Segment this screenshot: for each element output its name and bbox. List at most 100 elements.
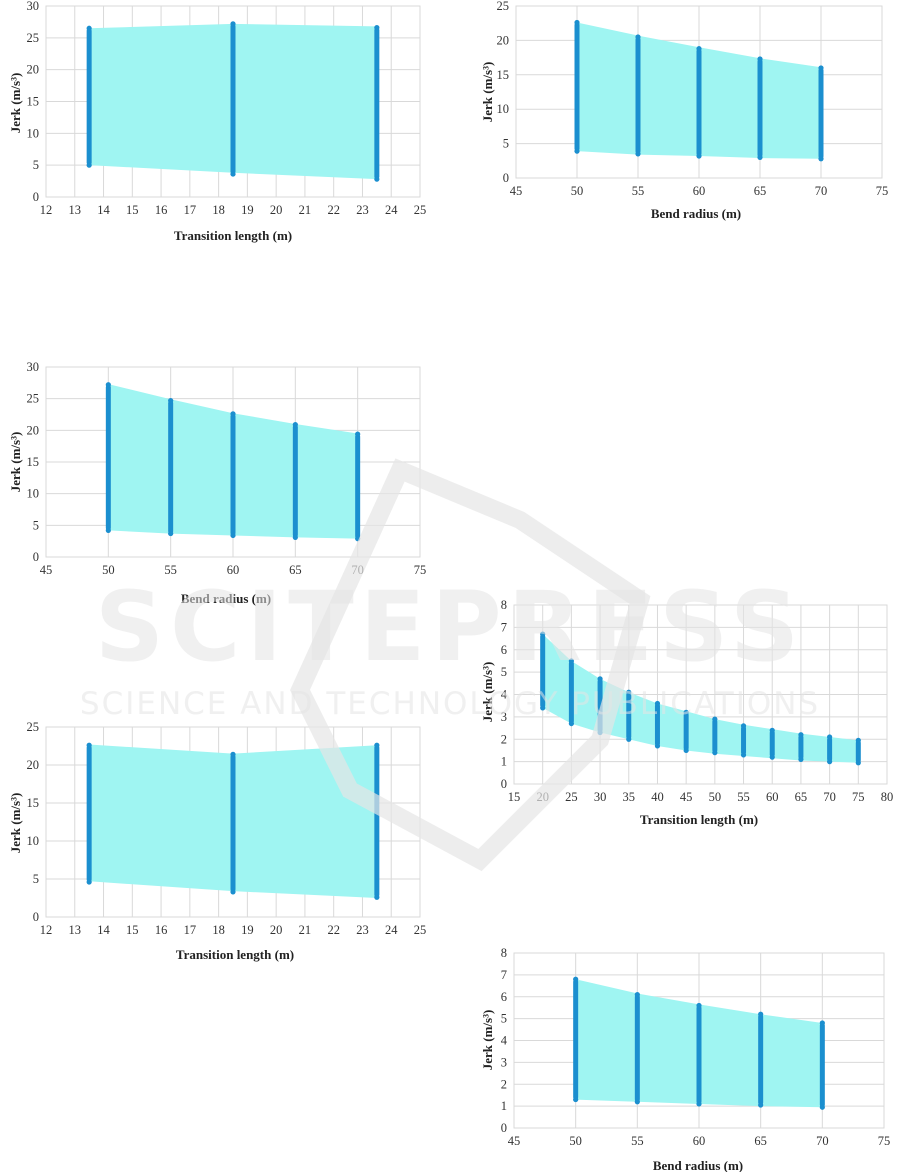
data-point-min <box>696 153 702 159</box>
point-column <box>818 65 824 162</box>
x-tick-label: 60 <box>227 563 240 577</box>
y-tick-label: 1 <box>501 755 507 769</box>
plot-frame <box>515 5 883 179</box>
data-point-min <box>292 534 298 540</box>
y-tick-label: 5 <box>33 158 39 172</box>
y-axis-title: Jerk (m/s³) <box>8 432 23 493</box>
data-point-range <box>741 725 747 755</box>
y-tick-label: 0 <box>503 171 509 185</box>
y-tick-label: 25 <box>27 720 40 734</box>
chart-jerk-vs-transition-length-1: 12 13 14 15 16 17 18 19 20 21 22 23 24 25 0 5 10 15 20 25 30… <box>8 0 427 243</box>
y-tick-label: 10 <box>497 102 510 116</box>
x-tick-label: 30 <box>594 790 607 804</box>
data-point-max <box>230 21 236 27</box>
data-point-range <box>568 660 574 724</box>
x-tick-label: 21 <box>299 203 312 217</box>
point-column <box>105 382 111 533</box>
data-point-range <box>374 27 380 180</box>
data-point-min <box>654 743 661 749</box>
x-tick-label: 55 <box>632 184 645 198</box>
plot-group: 12 13 14 15 16 17 18 19 20 21 22 23 24 25 0 5 10 15 20 25 <box>27 720 427 937</box>
point-column <box>819 1020 825 1110</box>
data-point-min <box>818 156 824 162</box>
x-tick-label: 15 <box>126 923 139 937</box>
y-tick-label: 25 <box>27 31 40 45</box>
data-point-range <box>635 36 641 154</box>
y-tick-label: 0 <box>33 550 39 564</box>
y-tick-label: 2 <box>501 732 507 746</box>
data-point-range <box>574 22 580 152</box>
x-tick-label: 24 <box>385 923 398 937</box>
x-tick-label: 22 <box>327 203 340 217</box>
y-tick-label: 1 <box>501 1099 507 1113</box>
y-tick-label: 3 <box>501 1055 507 1069</box>
x-tick-label: 40 <box>651 790 664 804</box>
data-point-min <box>827 759 833 765</box>
data-point-max <box>597 676 603 682</box>
y-tick-label: 4 <box>501 1034 508 1048</box>
data-point-range <box>573 979 579 1100</box>
point-column <box>696 1002 702 1107</box>
y-tick-label: 5 <box>33 872 39 886</box>
x-tick-label: 16 <box>155 923 168 937</box>
data-point-max <box>568 658 574 664</box>
x-tick-label: 55 <box>737 790 750 804</box>
y-tick-label: 0 <box>501 777 507 791</box>
y-tick-label: 20 <box>27 63 40 77</box>
data-point-max <box>696 1002 702 1009</box>
data-point-max <box>86 25 92 31</box>
y-tick-label: 4 <box>501 688 508 702</box>
data-point-min <box>683 747 689 754</box>
data-point-min <box>230 889 236 895</box>
point-column <box>712 716 718 756</box>
x-tick-label: 19 <box>241 203 254 217</box>
x-tick-label: 19 <box>241 923 254 937</box>
x-tick-label: 35 <box>623 790 636 804</box>
x-tick-label: 25 <box>414 203 427 217</box>
data-point-min <box>374 176 380 182</box>
data-point-range <box>540 634 546 708</box>
data-point-max <box>654 700 661 707</box>
data-point-max <box>626 689 632 695</box>
chart-jerk-vs-bend-radius-1: 45 50 55 60 65 70 75 0 5 10 15 20 25 Bend radius (m)… <box>480 0 888 221</box>
data-point-range <box>757 58 763 158</box>
x-tick-label: 15 <box>508 790 521 804</box>
x-axis-title: Transition length (m) <box>174 228 292 243</box>
data-point-max <box>230 411 236 417</box>
x-tick-label: 55 <box>631 1134 644 1148</box>
data-point-max <box>374 25 380 31</box>
data-point-range <box>230 23 236 175</box>
y-tick-label: 6 <box>501 990 507 1004</box>
point-column <box>654 700 661 749</box>
x-tick-label: 50 <box>709 790 722 804</box>
chart-jerk-vs-transition-length-3: 12 13 14 15 16 17 18 19 20 21 22 23 24 25 0 5 10 15 20 25 T… <box>8 720 427 962</box>
data-point-max <box>683 709 689 715</box>
data-point-range <box>374 745 380 898</box>
plot-frame <box>45 5 421 198</box>
x-tick-label: 65 <box>795 790 808 804</box>
x-tick-label: 25 <box>565 790 578 804</box>
data-point-min <box>634 1099 640 1105</box>
point-column <box>769 727 775 760</box>
data-point-range <box>168 400 174 534</box>
x-tick-label: 14 <box>97 923 110 937</box>
point-column <box>626 689 632 742</box>
x-tick-label: 70 <box>815 184 828 198</box>
data-point-min <box>758 1102 764 1108</box>
x-tick-label: 60 <box>693 184 706 198</box>
x-tick-label: 80 <box>881 790 894 804</box>
y-tick-label: 0 <box>501 1121 507 1135</box>
data-point-range <box>818 67 824 159</box>
y-tick-label: 30 <box>27 0 40 13</box>
x-tick-label: 17 <box>184 203 197 217</box>
data-point-range <box>634 994 640 1102</box>
data-point-max <box>696 46 702 52</box>
point-column <box>230 411 236 539</box>
x-tick-label: 20 <box>270 923 283 937</box>
point-column <box>374 742 380 900</box>
x-tick-label: 25 <box>414 923 427 937</box>
data-point-range <box>827 737 833 762</box>
data-point-range <box>86 28 92 166</box>
point-column <box>574 19 580 154</box>
